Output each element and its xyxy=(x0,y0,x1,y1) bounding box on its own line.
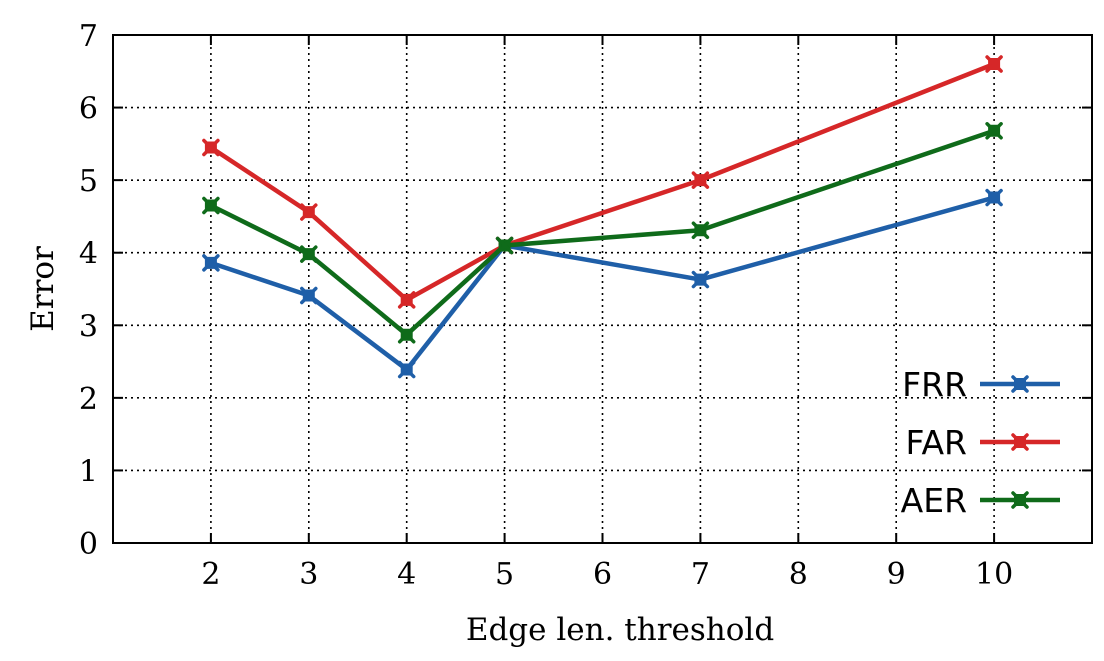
x-tick-label: 8 xyxy=(789,557,808,592)
data-point xyxy=(300,245,318,263)
y-tick-labels: 0 1 2 3 4 5 6 7 xyxy=(79,19,98,562)
legend-item-frr: FRR xyxy=(902,365,1060,404)
series-lines xyxy=(202,55,1003,379)
data-point xyxy=(300,203,318,221)
data-point xyxy=(985,188,1003,207)
legend-label: AER xyxy=(901,481,967,520)
x-tick-label: 2 xyxy=(201,557,220,592)
legend-label: FAR xyxy=(906,423,967,462)
series-line xyxy=(209,128,995,337)
y-tick-label: 6 xyxy=(79,92,98,127)
x-axis-label: Edge len. threshold xyxy=(466,612,774,648)
y-tick-label: 7 xyxy=(79,19,98,54)
legend-label: FRR xyxy=(902,365,967,404)
series-aer xyxy=(202,122,1003,344)
data-point xyxy=(985,55,1003,73)
y-axis-label: Error xyxy=(25,246,61,332)
legend-marker xyxy=(1011,433,1029,451)
x-tick-labels: 2 3 4 5 6 7 8 9 10 xyxy=(201,557,1013,592)
data-point xyxy=(495,236,514,255)
y-tick-label: 5 xyxy=(79,164,98,199)
x-tick-label: 7 xyxy=(691,557,710,592)
plot-frame xyxy=(112,34,1093,544)
legend-marker xyxy=(1011,375,1029,393)
data-point xyxy=(397,291,416,309)
x-tick-label: 3 xyxy=(299,557,318,592)
data-point xyxy=(691,171,710,189)
data-point xyxy=(691,221,710,239)
data-point xyxy=(202,254,220,272)
y-tick-label: 1 xyxy=(79,454,98,489)
series-line xyxy=(210,195,995,372)
grid-lines xyxy=(113,35,1092,543)
axis-ticks xyxy=(113,34,1092,544)
x-tick-label: 10 xyxy=(975,557,1013,592)
data-point xyxy=(691,270,710,289)
x-tick-label: 9 xyxy=(887,557,906,592)
y-tick-label: 3 xyxy=(79,309,98,344)
legend-item-aer: AER xyxy=(901,481,1060,520)
data-point xyxy=(397,360,416,379)
series-far xyxy=(202,55,1003,309)
legend-item-far: FAR xyxy=(906,423,1060,462)
series-line xyxy=(209,61,995,303)
data-point xyxy=(202,196,220,215)
y-tick-label: 2 xyxy=(79,382,98,417)
y-tick-label: 0 xyxy=(79,527,98,562)
data-point xyxy=(985,122,1003,140)
data-point xyxy=(300,286,318,305)
data-point xyxy=(397,325,416,344)
y-tick-label: 4 xyxy=(79,237,98,272)
legend-marker xyxy=(1011,491,1029,509)
data-point xyxy=(202,138,220,157)
x-tick-label: 5 xyxy=(495,557,514,592)
x-tick-label: 6 xyxy=(593,557,612,592)
x-tick-label: 4 xyxy=(397,557,416,592)
legend: FRR FAR AER xyxy=(901,365,1060,520)
